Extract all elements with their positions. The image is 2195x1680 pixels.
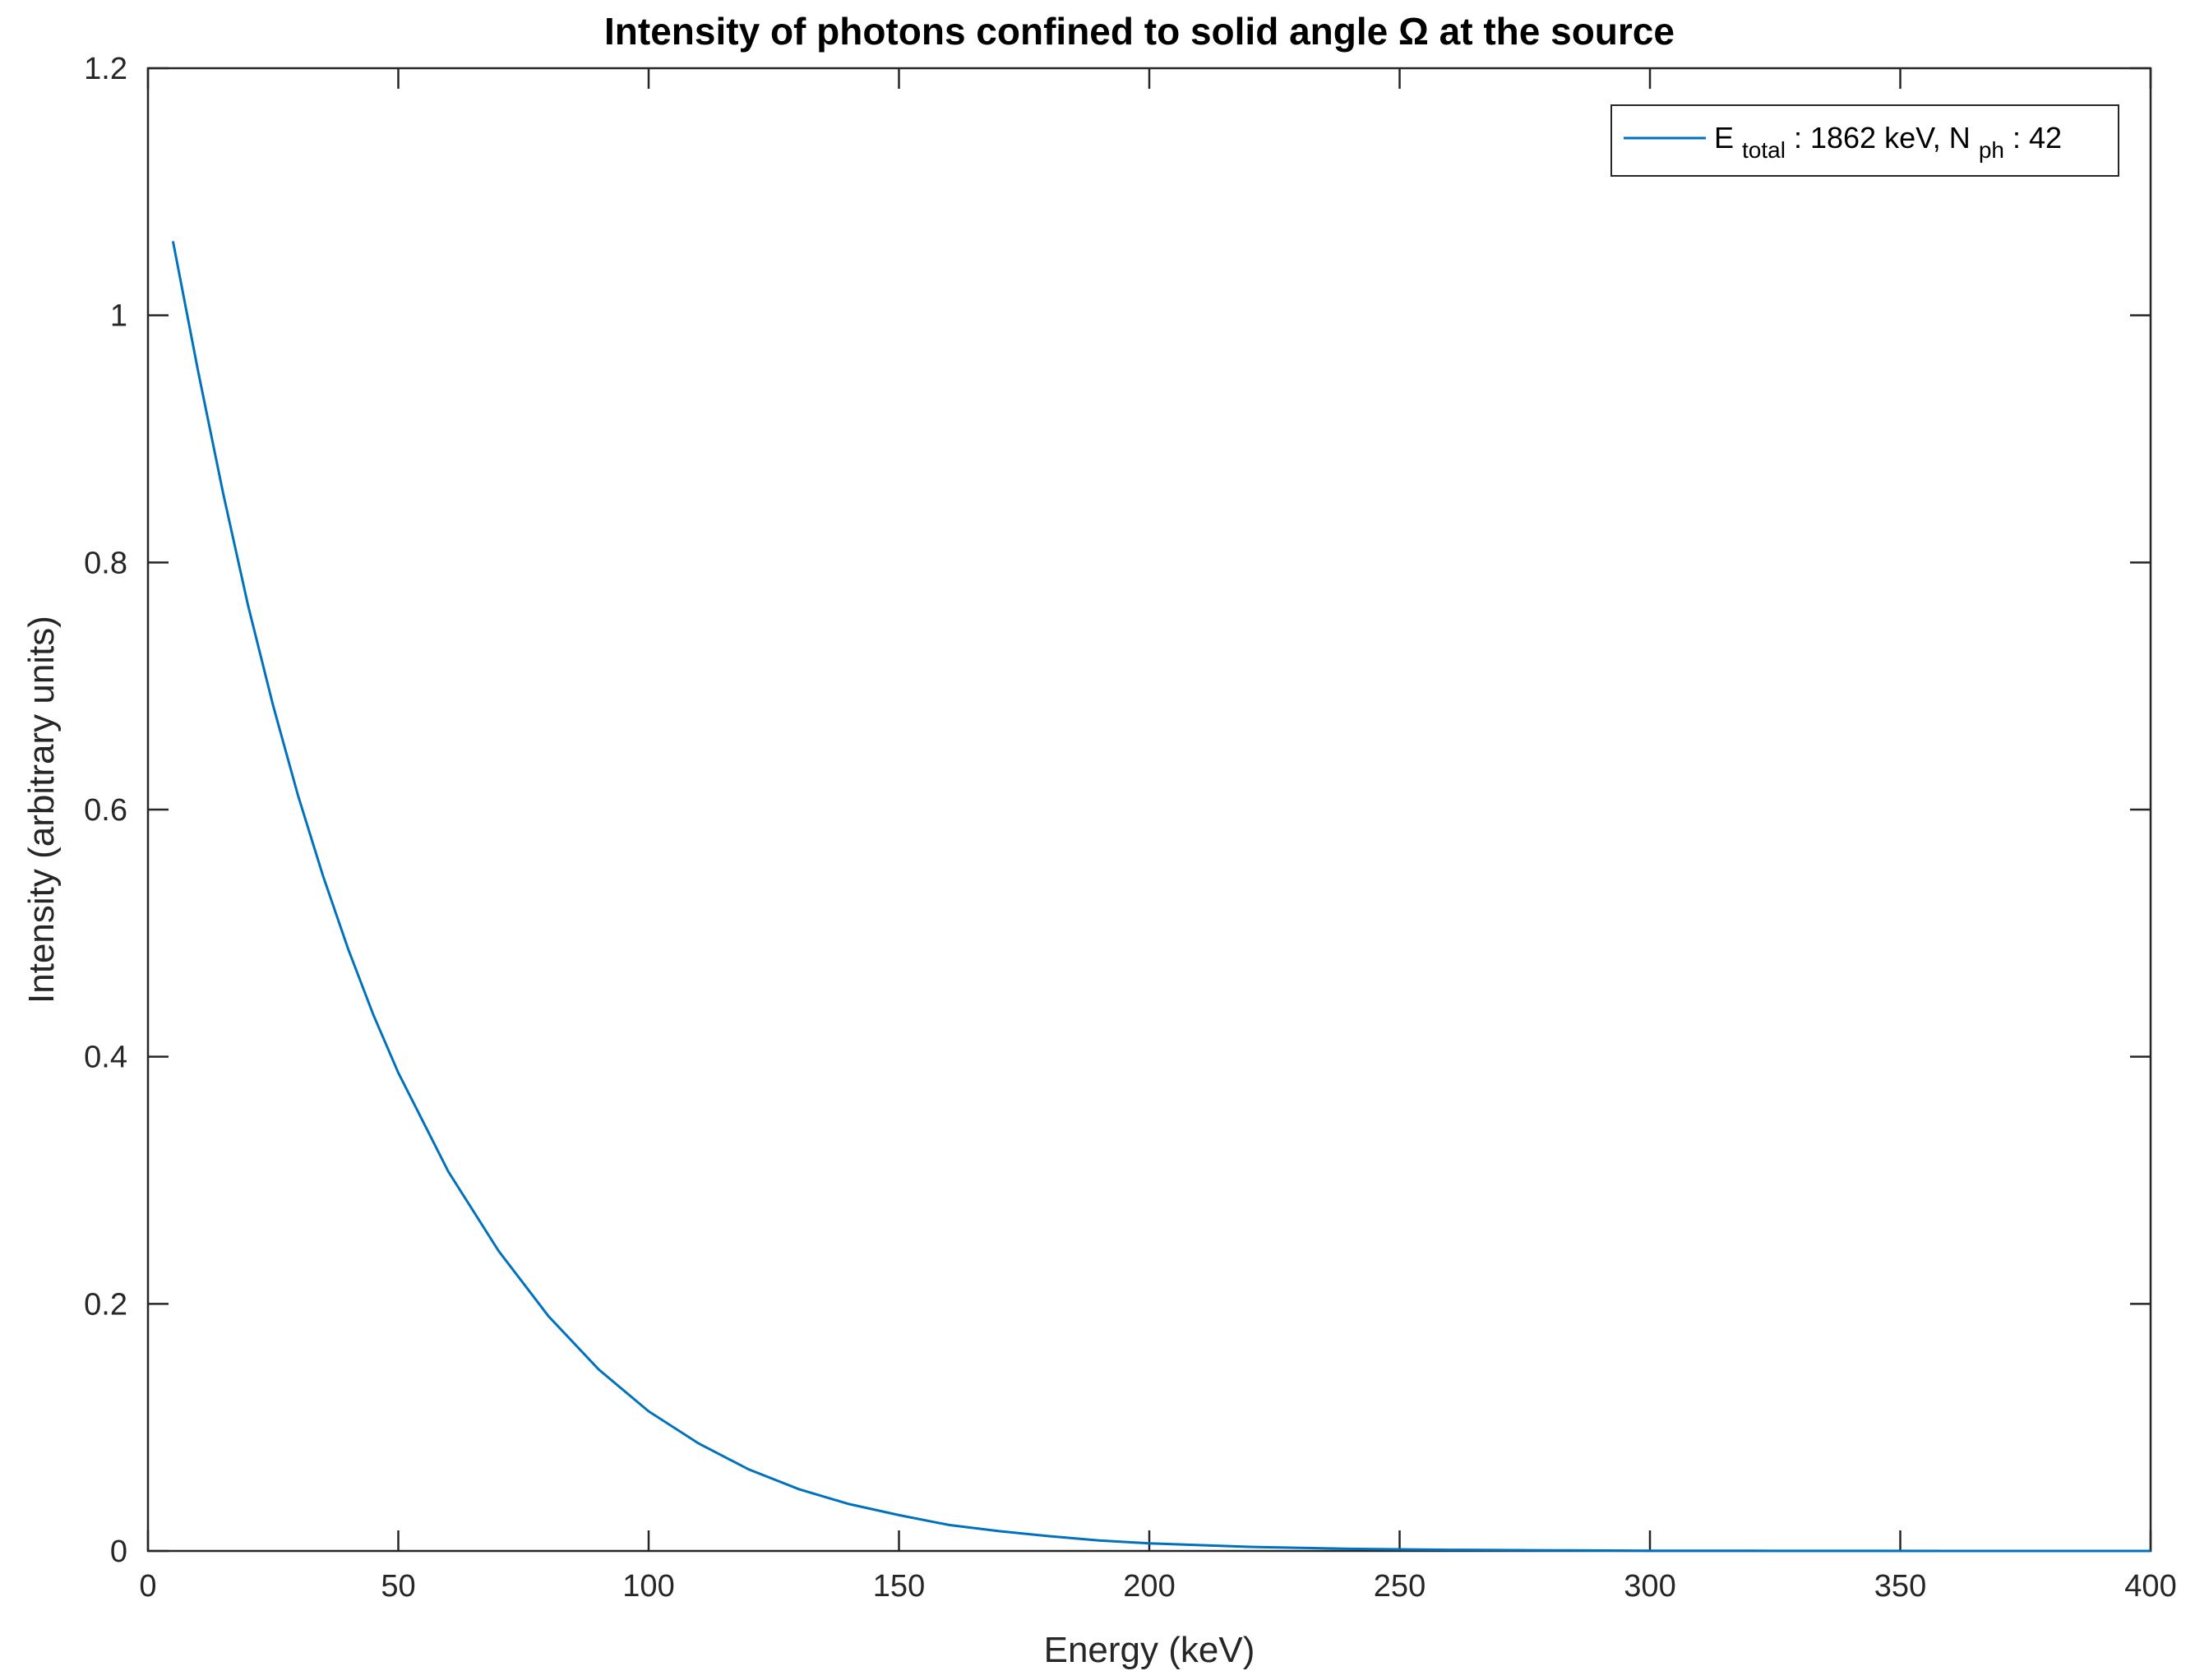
legend-n-subscript: ph xyxy=(1979,137,2004,163)
x-tick-label: 0 xyxy=(139,1569,156,1604)
chart-title: Intensity of photons confined to solid a… xyxy=(604,10,1675,53)
x-tick-label: 200 xyxy=(1123,1569,1175,1604)
y-axis-ticks: 0 0.2 0.4 0.6 0.8 1 1.2 xyxy=(84,52,2151,1569)
legend-box xyxy=(1610,104,2119,177)
legend-e: E xyxy=(1714,121,1734,155)
x-axis-label: Energy (keV) xyxy=(1044,1630,1255,1670)
legend-tail: : 42 xyxy=(2012,121,2062,155)
x-tick-label: 400 xyxy=(2124,1569,2176,1604)
y-tick-label: 1 xyxy=(110,299,127,334)
y-tick-label: 0 xyxy=(110,1535,127,1569)
legend-e-subscript: total xyxy=(1742,137,1786,163)
series-line xyxy=(171,241,2151,1553)
x-tick-label: 100 xyxy=(622,1569,674,1604)
y-tick-label: 0.4 xyxy=(84,1041,127,1075)
x-tick-label: 350 xyxy=(1874,1569,1926,1604)
x-tick-label: 150 xyxy=(873,1569,925,1604)
x-axis-ticks: 0 50 100 150 200 250 300 350 400 xyxy=(139,68,2177,1604)
legend-middle: : 1862 keV, N xyxy=(1794,121,1971,155)
y-tick-label: 0.2 xyxy=(84,1287,127,1322)
legend-entry: E total : 1862 keV, N ph : 42 xyxy=(1714,121,2062,164)
legend: E total : 1862 keV, N ph : 42 xyxy=(1610,104,2119,177)
y-axis-label: Intensity (arbitrary units) xyxy=(21,616,62,1004)
x-tick-label: 50 xyxy=(381,1569,415,1604)
plot-area: 0 50 100 150 200 250 300 350 400 0 0.2 0.4 0.6 0.8 1 1… xyxy=(84,52,2177,1604)
y-tick-label: 1.2 xyxy=(84,52,127,86)
x-tick-label: 300 xyxy=(1624,1569,1675,1604)
y-tick-label: 0.8 xyxy=(84,546,127,580)
x-tick-label: 250 xyxy=(1374,1569,1426,1604)
axes-box xyxy=(146,67,2152,1553)
y-tick-label: 0.6 xyxy=(84,793,127,828)
